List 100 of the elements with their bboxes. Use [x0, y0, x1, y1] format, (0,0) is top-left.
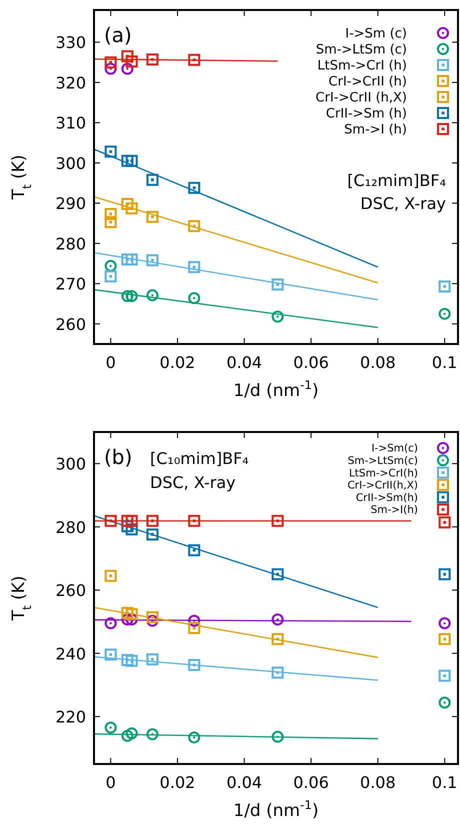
legend-label: Sm->I (h)	[344, 122, 407, 138]
point	[438, 696, 451, 709]
annotation: [C₁₂mim]BF₄	[347, 171, 446, 190]
point	[146, 254, 158, 266]
point	[126, 514, 138, 527]
point	[438, 617, 451, 630]
point	[272, 614, 284, 626]
y-tick-label: 320	[55, 73, 86, 92]
legend-label: CrI->CrII(h,X)	[347, 480, 418, 492]
point	[104, 146, 117, 158]
point	[126, 654, 138, 667]
point	[146, 514, 158, 527]
point	[126, 614, 138, 626]
point	[188, 182, 200, 194]
point	[126, 154, 138, 167]
point	[104, 722, 117, 734]
legend-label: LtSm->CrI (h)	[317, 58, 407, 74]
point	[146, 210, 158, 223]
point	[104, 260, 117, 272]
point	[272, 514, 284, 527]
legend-label: CrI->CrII (h,X)	[316, 90, 407, 106]
point	[104, 56, 117, 68]
x-tick-label: 0	[106, 353, 116, 372]
point	[438, 670, 451, 682]
point	[188, 292, 200, 304]
point	[121, 290, 134, 302]
point	[104, 216, 117, 228]
point	[146, 614, 158, 627]
point	[146, 653, 158, 666]
point	[126, 202, 138, 214]
point	[188, 54, 200, 66]
y-tick-label: 290	[55, 194, 86, 214]
point	[126, 56, 138, 68]
point	[272, 730, 284, 743]
point	[121, 50, 134, 62]
y-tick-label: 260	[55, 581, 86, 600]
text: (b)	[104, 445, 132, 469]
y-tick-label: 240	[55, 644, 86, 664]
point	[126, 608, 138, 620]
point	[121, 730, 134, 742]
y-tick-label: 280	[55, 518, 86, 537]
point	[146, 728, 158, 740]
point	[146, 528, 158, 540]
point	[126, 727, 138, 740]
x-tick-label: 0.08	[360, 353, 396, 372]
legend-label: CrII->Sm (h)	[326, 106, 407, 122]
point	[272, 666, 284, 679]
point	[188, 731, 200, 744]
y-tick-label: 300	[55, 454, 86, 474]
y-tick-label: 280	[55, 234, 86, 254]
point	[188, 614, 200, 627]
x-tick-label: 0.1	[432, 353, 458, 372]
y-tick-label: 310	[55, 114, 86, 133]
point	[438, 308, 451, 320]
point	[272, 278, 284, 290]
point	[188, 544, 200, 556]
point	[272, 633, 284, 646]
point	[146, 611, 158, 624]
point	[438, 516, 451, 528]
point	[188, 659, 200, 672]
y-tick-label: 330	[55, 33, 86, 52]
point	[146, 289, 158, 302]
x-axis-title: 1/d (nm$^{-1}$)	[233, 798, 319, 821]
x-axis-title: 1/d (nm$^{-1}$)	[233, 378, 319, 401]
point	[104, 270, 117, 282]
x-tick-label: 0.08	[360, 773, 396, 792]
point	[146, 174, 158, 186]
x-tick-label: 0.06	[293, 773, 329, 792]
point	[121, 154, 134, 167]
point	[188, 261, 200, 274]
point	[104, 514, 117, 527]
point	[121, 614, 134, 626]
point	[126, 290, 138, 302]
point	[188, 220, 200, 232]
legend-label: Sm->I(h)	[370, 504, 418, 516]
x-tick-label: 0.06	[293, 353, 329, 372]
point	[121, 654, 134, 666]
point	[438, 633, 451, 646]
annotation: DSC, X-ray	[360, 194, 446, 213]
point	[121, 606, 134, 619]
point	[438, 568, 451, 580]
point	[272, 568, 284, 580]
point	[121, 514, 134, 527]
y-tick-label: 270	[55, 274, 86, 294]
point	[104, 208, 117, 220]
x-tick-label: 0	[106, 773, 116, 792]
point	[104, 570, 117, 582]
point	[104, 62, 117, 75]
point	[188, 514, 200, 527]
point	[104, 617, 117, 630]
point	[272, 310, 284, 323]
point	[121, 198, 134, 210]
legend-label: I->Sm (c)	[345, 26, 407, 42]
point	[146, 53, 158, 66]
y-tick-label: 300	[55, 154, 86, 173]
point	[188, 622, 200, 634]
point	[126, 523, 138, 536]
point	[438, 280, 451, 292]
annotation: [C₁₀mim]BF₄	[150, 449, 249, 468]
y-tick-label: 220	[55, 708, 86, 727]
